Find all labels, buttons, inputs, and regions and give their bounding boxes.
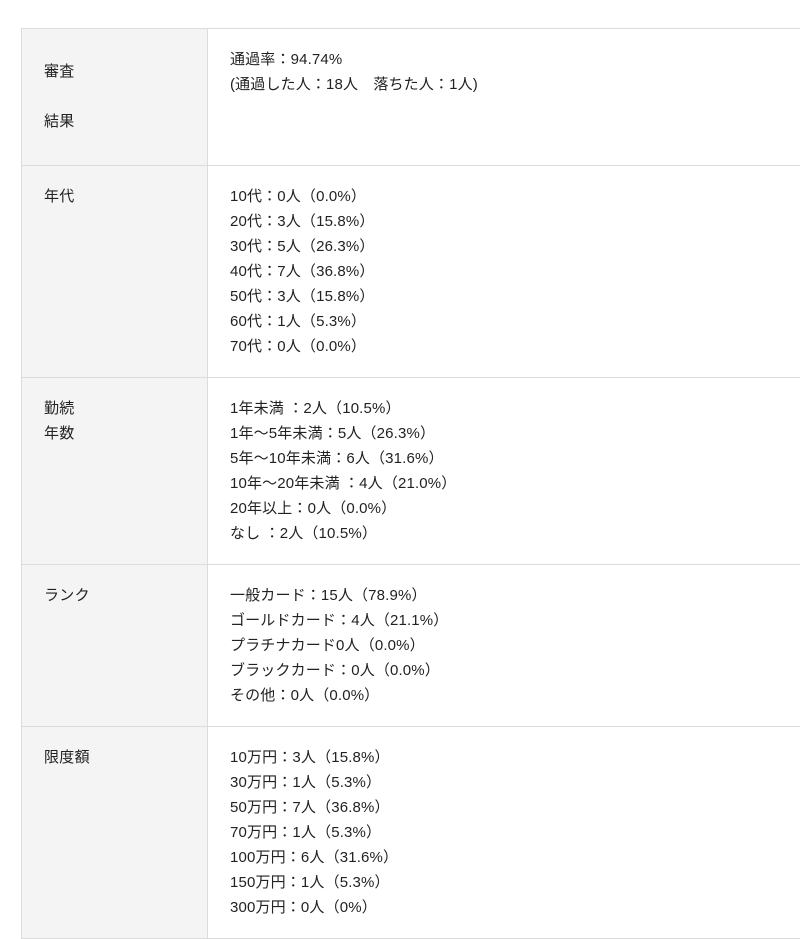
row-content-card-rank: 一般カード：15人（78.9%） ゴールドカード：4人（21.1%） プラチナカ… bbox=[208, 565, 800, 727]
content-line: 150万円：1人（5.3%） bbox=[230, 870, 800, 895]
row-label-text: ランク bbox=[44, 583, 207, 608]
row-label-line: 結果 bbox=[44, 97, 207, 147]
content-line: 70万円：1人（5.3%） bbox=[230, 820, 800, 845]
row-label-screening-result: 審査 結果 bbox=[22, 29, 208, 166]
content-line-list: 10万円：3人（15.8%） 30万円：1人（5.3%） 50万円：7人（36.… bbox=[230, 745, 800, 920]
table-row: 年代 10代：0人（0.0%） 20代：3人（15.8%） 30代：5人（26.… bbox=[22, 166, 800, 378]
row-content-screening-result: 通過率：94.74% (通過した人：18人 落ちた人：1人) bbox=[208, 29, 800, 166]
content-line: 1年～5年未満：5人（26.3%） bbox=[230, 421, 800, 446]
row-label-line: 勤続 bbox=[44, 396, 207, 421]
content-line: 10年～20年未満 ：4人（21.0%） bbox=[230, 471, 800, 496]
content-line: 50万円：7人（36.8%） bbox=[230, 795, 800, 820]
row-label-text: 勤続 年数 bbox=[44, 396, 207, 446]
content-line: 一般カード：15人（78.9%） bbox=[230, 583, 800, 608]
row-label-credit-limit: 限度額 bbox=[22, 727, 208, 939]
content-line: その他：0人（0.0%） bbox=[230, 683, 800, 708]
content-line-list: 1年未満 ：2人（10.5%） 1年～5年未満：5人（26.3%） 5年～10年… bbox=[230, 396, 800, 546]
content-line: 20代：3人（15.8%） bbox=[230, 209, 800, 234]
row-label-age-group: 年代 bbox=[22, 166, 208, 378]
row-label-line: 審査 bbox=[44, 47, 207, 97]
content-line: なし ：2人（10.5%） bbox=[230, 521, 800, 546]
content-line: 通過率：94.74% bbox=[230, 47, 800, 72]
content-line: 30万円：1人（5.3%） bbox=[230, 770, 800, 795]
content-line: 300万円：0人（0%） bbox=[230, 895, 800, 920]
content-line: 30代：5人（26.3%） bbox=[230, 234, 800, 259]
row-label-line: 限度額 bbox=[44, 745, 207, 770]
survey-summary-table: 審査 結果 通過率：94.74% (通過した人：18人 落ちた人：1人) 年代 bbox=[21, 28, 800, 939]
content-line: 5年～10年未満：6人（31.6%） bbox=[230, 446, 800, 471]
content-line: 60代：1人（5.3%） bbox=[230, 309, 800, 334]
content-line: 10万円：3人（15.8%） bbox=[230, 745, 800, 770]
content-line: ゴールドカード：4人（21.1%） bbox=[230, 608, 800, 633]
content-line: 70代：0人（0.0%） bbox=[230, 334, 800, 359]
content-line: (通過した人：18人 落ちた人：1人) bbox=[230, 72, 800, 97]
page-root: 審査 結果 通過率：94.74% (通過した人：18人 落ちた人：1人) 年代 bbox=[0, 0, 800, 906]
table-row: 勤続 年数 1年未満 ：2人（10.5%） 1年～5年未満：5人（26.3%） … bbox=[22, 378, 800, 565]
content-line: ブラックカード：0人（0.0%） bbox=[230, 658, 800, 683]
table-row: 限度額 10万円：3人（15.8%） 30万円：1人（5.3%） 50万円：7人… bbox=[22, 727, 800, 939]
content-line: 10代：0人（0.0%） bbox=[230, 184, 800, 209]
content-line-list: 一般カード：15人（78.9%） ゴールドカード：4人（21.1%） プラチナカ… bbox=[230, 583, 800, 708]
content-line: 1年未満 ：2人（10.5%） bbox=[230, 396, 800, 421]
table-body: 審査 結果 通過率：94.74% (通過した人：18人 落ちた人：1人) 年代 bbox=[22, 29, 800, 939]
row-content-credit-limit: 10万円：3人（15.8%） 30万円：1人（5.3%） 50万円：7人（36.… bbox=[208, 727, 800, 939]
content-line: 50代：3人（15.8%） bbox=[230, 284, 800, 309]
row-label-years-of-service: 勤続 年数 bbox=[22, 378, 208, 565]
content-line-list: 通過率：94.74% (通過した人：18人 落ちた人：1人) bbox=[230, 47, 800, 97]
row-content-age-group: 10代：0人（0.0%） 20代：3人（15.8%） 30代：5人（26.3%）… bbox=[208, 166, 800, 378]
row-label-line: ランク bbox=[44, 583, 207, 608]
content-line: 20年以上：0人（0.0%） bbox=[230, 496, 800, 521]
table-row: ランク 一般カード：15人（78.9%） ゴールドカード：4人（21.1%） プ… bbox=[22, 565, 800, 727]
content-line: プラチナカード0人（0.0%） bbox=[230, 633, 800, 658]
content-line: 40代：7人（36.8%） bbox=[230, 259, 800, 284]
row-label-card-rank: ランク bbox=[22, 565, 208, 727]
row-label-line: 年代 bbox=[44, 184, 207, 209]
row-content-years-of-service: 1年未満 ：2人（10.5%） 1年～5年未満：5人（26.3%） 5年～10年… bbox=[208, 378, 800, 565]
row-label-text: 年代 bbox=[44, 184, 207, 209]
table-row: 審査 結果 通過率：94.74% (通過した人：18人 落ちた人：1人) bbox=[22, 29, 800, 166]
row-label-text: 審査 結果 bbox=[44, 47, 207, 147]
row-label-text: 限度額 bbox=[44, 745, 207, 770]
row-label-line: 年数 bbox=[44, 421, 207, 446]
content-line-list: 10代：0人（0.0%） 20代：3人（15.8%） 30代：5人（26.3%）… bbox=[230, 184, 800, 359]
content-line: 100万円：6人（31.6%） bbox=[230, 845, 800, 870]
